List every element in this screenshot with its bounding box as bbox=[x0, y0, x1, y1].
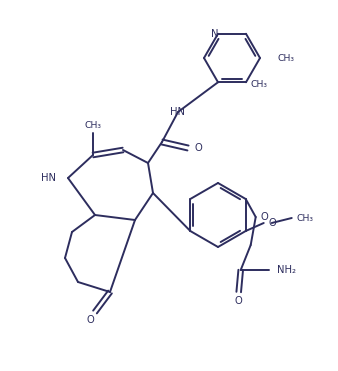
Text: O: O bbox=[261, 212, 268, 222]
Text: O: O bbox=[195, 143, 203, 153]
Text: HN: HN bbox=[170, 107, 186, 117]
Text: N: N bbox=[211, 29, 219, 39]
Text: HN: HN bbox=[41, 173, 56, 183]
Text: NH₂: NH₂ bbox=[277, 265, 296, 275]
Text: CH₃: CH₃ bbox=[251, 80, 268, 89]
Text: CH₃: CH₃ bbox=[278, 53, 295, 62]
Text: O: O bbox=[269, 218, 276, 228]
Text: CH₃: CH₃ bbox=[84, 121, 101, 129]
Text: O: O bbox=[235, 296, 243, 306]
Text: O: O bbox=[86, 315, 94, 325]
Text: CH₃: CH₃ bbox=[297, 213, 314, 223]
